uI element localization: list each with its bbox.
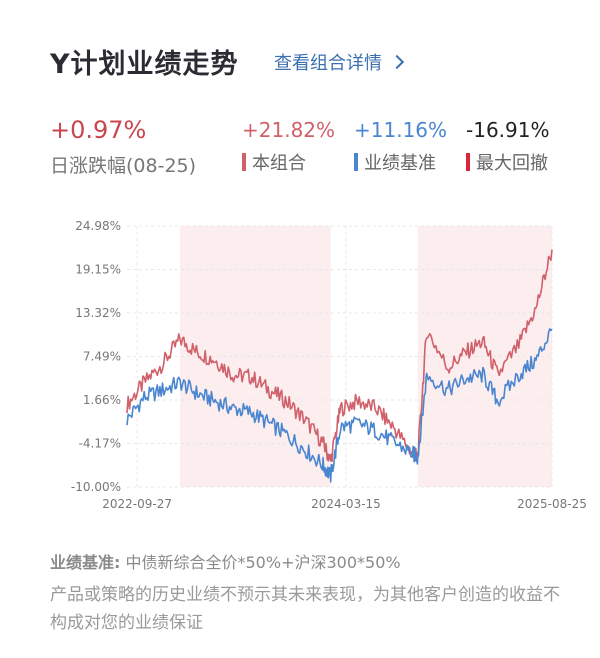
- x-tick-label: 2025-08-25: [517, 497, 587, 511]
- benchmark-note-key: 业绩基准:: [50, 553, 121, 572]
- benchmark-line: [126, 328, 553, 483]
- benchmark-return-label: 业绩基准: [364, 153, 436, 174]
- benchmark-legend-swatch: [354, 153, 358, 171]
- max-drawdown-value: -16.91%: [466, 118, 550, 142]
- portfolio-return: +21.82% 本组合: [242, 116, 335, 175]
- detail-link-label: 查看组合详情: [274, 53, 382, 74]
- x-tick-label: 2024-03-15: [311, 497, 381, 511]
- performance-chart[interactable]: 24.98% 19.15% 13.32% 7.49% 1.66% -4.17% -10.00…: [0, 210, 600, 530]
- view-portfolio-details-link[interactable]: 查看组合详情: [274, 49, 405, 75]
- disclaimer: 产品或策略的历史业绩不预示其未来表现，为其他客户创造的收益不构成对您的业绩保证: [50, 585, 560, 633]
- footer: 业绩基准: 中债新综合全价*50%+沪深300*50% 产品或策略的历史业绩不预…: [50, 549, 570, 637]
- daily-change-value: +0.97%: [50, 116, 147, 144]
- x-tick-label: 2022-09-27: [102, 497, 172, 511]
- y-tick-label: 19.15%: [75, 263, 121, 277]
- drawdown-legend-swatch: [466, 153, 470, 171]
- portfolio-line: [126, 249, 553, 463]
- benchmark-note: 业绩基准: 中债新综合全价*50%+沪深300*50%: [50, 549, 570, 573]
- y-tick-label: -4.17%: [79, 437, 121, 451]
- page-title: Y计划业绩走势: [50, 49, 239, 80]
- max-drawdown: -16.91% 最大回撤: [466, 116, 549, 175]
- benchmark-return: +11.16% 业绩基准: [354, 116, 447, 175]
- y-tick-label: -10.00%: [71, 480, 121, 494]
- daily-change-label: 日涨跌幅(08-25): [50, 155, 197, 177]
- y-tick-label: 7.49%: [83, 350, 121, 364]
- benchmark-note-value: 中债新综合全价*50%+沪深300*50%: [125, 553, 401, 572]
- header: Y计划业绩走势 查看组合详情: [50, 40, 570, 84]
- chevron-right-icon: [389, 54, 405, 70]
- y-tick-label: 24.98%: [75, 219, 121, 233]
- max-drawdown-label: 最大回撤: [476, 153, 548, 174]
- chart-svg: 24.98% 19.15% 13.32% 7.49% 1.66% -4.17% -10.00…: [71, 219, 587, 511]
- stats-row: +0.97% 日涨跌幅(08-25) +21.82% 本组合 +11.16% 业…: [50, 116, 560, 177]
- portfolio-legend-swatch: [242, 153, 246, 171]
- y-tick-label: 1.66%: [83, 393, 121, 407]
- portfolio-return-value: +21.82%: [242, 118, 336, 142]
- y-tick-label: 13.32%: [75, 306, 121, 320]
- benchmark-return-value: +11.16%: [354, 118, 448, 142]
- portfolio-return-label: 本组合: [252, 153, 306, 174]
